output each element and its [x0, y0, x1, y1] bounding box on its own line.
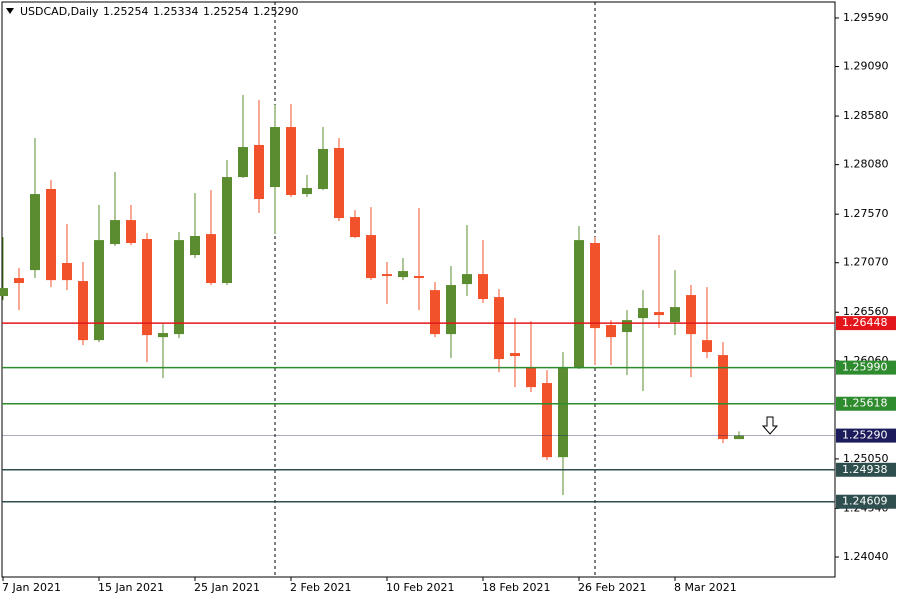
candle-body	[670, 307, 680, 323]
candle-body	[286, 127, 296, 196]
y-tick-label: 1.27070	[843, 256, 889, 269]
candle-body	[654, 312, 664, 316]
candle-body	[0, 288, 8, 297]
candle-body	[302, 188, 312, 195]
candle-body	[254, 145, 264, 200]
level-tag-box	[836, 396, 896, 411]
candle-body	[142, 239, 152, 336]
candle-body	[110, 220, 120, 245]
candle-body	[494, 297, 504, 360]
candle-body	[318, 148, 328, 189]
y-tick-label: 1.26560	[843, 305, 889, 318]
x-tick-label: 25 Jan 2021	[194, 581, 260, 594]
ohlc-low: 1.25254	[203, 5, 249, 18]
candle-body	[382, 274, 392, 277]
x-tick-label: 10 Feb 2021	[386, 581, 454, 594]
candle-body	[158, 333, 168, 338]
candle-body	[46, 188, 56, 281]
x-tick-label: 15 Jan 2021	[98, 581, 164, 594]
x-tick-label: 26 Feb 2021	[578, 581, 646, 594]
candle-body	[414, 276, 424, 279]
ohlc-open: 1.25254	[103, 5, 149, 18]
candle-body	[14, 278, 24, 284]
level-tag-box	[836, 494, 896, 509]
candle-body	[190, 236, 200, 256]
candle-body	[462, 274, 472, 285]
y-tick-label: 1.24040	[843, 550, 889, 563]
y-tick-label: 1.29590	[843, 11, 889, 24]
candle-body	[446, 285, 456, 335]
y-tick-label: 1.28580	[843, 109, 889, 122]
x-tick-label: 2 Feb 2021	[290, 581, 351, 594]
ohlc-close: 1.25290	[253, 5, 299, 18]
candle-body	[686, 295, 696, 335]
candle-body	[270, 127, 280, 188]
level-tag-box	[836, 316, 896, 331]
candle-body	[702, 340, 712, 353]
candle-body	[558, 368, 568, 458]
candle-body	[398, 271, 408, 278]
candle-body	[510, 353, 520, 357]
level-tag: 1.24609	[836, 494, 896, 509]
candle-body	[238, 147, 248, 178]
ohlc-high: 1.25334	[153, 5, 199, 18]
candle-body	[638, 308, 648, 319]
level-tag-label: 1.25290	[842, 429, 888, 442]
y-tick-label: 1.27570	[843, 207, 889, 220]
candle-body	[526, 367, 536, 388]
x-tick-label: 18 Feb 2021	[482, 581, 550, 594]
candle-body	[606, 325, 616, 338]
level-tag-label: 1.24609	[842, 495, 888, 508]
y-tick-label: 1.25050	[843, 452, 889, 465]
candle-body	[478, 274, 488, 300]
candle-body	[622, 320, 632, 333]
candle-body	[430, 290, 440, 335]
level-tag-label: 1.26448	[842, 316, 888, 329]
y-tick-label: 1.28080	[843, 158, 889, 171]
level-tag-box	[836, 360, 896, 375]
level-tag-label: 1.25618	[842, 397, 888, 410]
candle-body	[590, 242, 600, 329]
x-tick-label: 8 Mar 2021	[674, 581, 737, 594]
level-tag: 1.25618	[836, 396, 896, 411]
candle-body	[334, 148, 344, 219]
level-tag: 1.25290	[836, 428, 896, 443]
level-tag: 1.24938	[836, 462, 896, 477]
candle-body	[734, 435, 744, 440]
level-tag-label: 1.24938	[842, 463, 888, 476]
level-tag-label: 1.25990	[842, 361, 888, 374]
candle-body	[350, 217, 360, 238]
candle-body	[94, 240, 104, 341]
down-arrow-icon	[761, 416, 779, 435]
candle-body	[222, 177, 232, 284]
level-tag-box	[836, 428, 896, 443]
level-tag-box	[836, 462, 896, 477]
candle-body	[206, 234, 216, 284]
y-tick-label: 1.29090	[843, 60, 889, 73]
candle-body	[62, 263, 72, 281]
level-tag: 1.26448	[836, 316, 896, 331]
menu-triangle	[6, 8, 14, 14]
level-tag: 1.25990	[836, 360, 896, 375]
candle-body	[366, 235, 376, 279]
candle-body	[542, 383, 552, 458]
candle-body	[126, 220, 136, 243]
candle-body	[78, 281, 88, 341]
candle-body	[174, 240, 184, 335]
candle-body	[574, 240, 584, 369]
x-tick-label: 7 Jan 2021	[2, 581, 61, 594]
symbol: USDCAD,Daily	[20, 5, 99, 18]
candle-body	[718, 355, 728, 440]
candle-body	[30, 194, 40, 271]
